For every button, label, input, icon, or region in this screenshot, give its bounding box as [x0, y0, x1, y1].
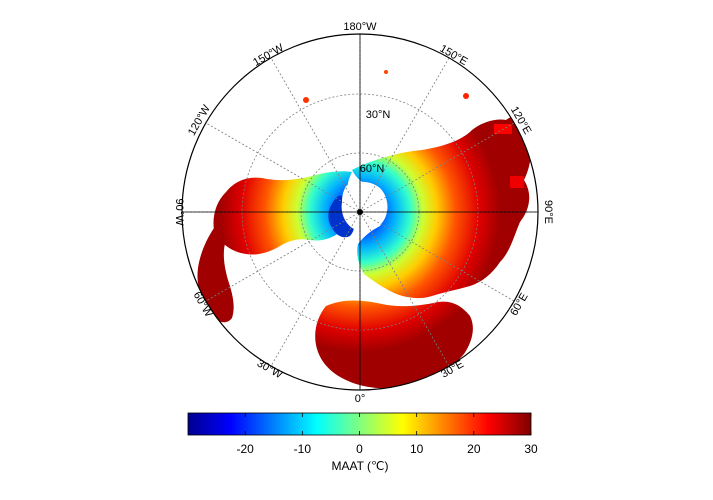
- arctic-ocean: [341, 181, 388, 232]
- colorbar-title: MAAT (℃): [331, 459, 388, 473]
- latitude-labels: 30°N 60°N: [360, 109, 391, 175]
- label-180w: 180°W: [343, 21, 377, 33]
- label-30n: 30°N: [366, 109, 391, 121]
- label-150e: 150°E: [437, 43, 469, 68]
- land-temperature-field: [197, 70, 531, 389]
- africa-landmass: [315, 300, 473, 389]
- label-30w: 30°W: [255, 357, 285, 381]
- north-pole-marker: [357, 209, 363, 215]
- map-boundary: [181, 33, 539, 391]
- colorbar-tick-label: -20: [236, 442, 254, 456]
- label-60n: 60°N: [360, 163, 385, 175]
- central-america-landmass: [197, 228, 234, 323]
- eurasia-landmass: [352, 116, 531, 299]
- label-90w: 90°W: [173, 198, 185, 226]
- colorbar-tick-label: -10: [294, 442, 312, 456]
- colorbar-tick-label: 10: [410, 442, 424, 456]
- north-america-landmass: [213, 171, 352, 255]
- colorbar-tick-label: 0: [356, 442, 363, 456]
- label-90e: 90°E: [542, 200, 554, 224]
- label-120w: 120°W: [186, 103, 213, 138]
- colorbar-tick-label: 30: [524, 442, 538, 456]
- label-0: 0°: [355, 393, 366, 405]
- colorbar-ticks: -20 -10 0 10 20 30: [236, 413, 538, 456]
- colorbar-tick-label: 20: [467, 442, 481, 456]
- colorbar: -20 -10 0 10 20 30 MAAT (℃): [187, 412, 538, 473]
- label-150w: 150°W: [251, 42, 286, 69]
- label-60e: 60°E: [508, 291, 530, 318]
